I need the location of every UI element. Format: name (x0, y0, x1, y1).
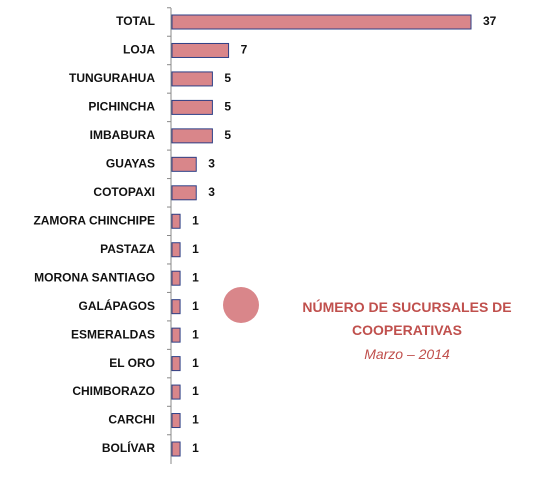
y-tick-label: ZAMORA CHINCHIPE (33, 213, 155, 227)
data-label: 1 (192, 327, 199, 341)
data-label: 3 (208, 157, 215, 171)
y-tick-label: IMBABURA (90, 128, 156, 142)
y-tick-label: TUNGURAHUA (69, 71, 155, 85)
bar (171, 356, 181, 372)
bar (171, 185, 197, 201)
data-label: 1 (192, 441, 199, 455)
data-label: 1 (192, 213, 199, 227)
data-label: 7 (241, 43, 248, 57)
data-label: 1 (192, 242, 199, 256)
bar (171, 441, 181, 457)
y-tick-label: EL ORO (109, 356, 155, 370)
chart-title: NÚMERO DE SUCURSALES DE COOPERATIVAS (302, 299, 512, 338)
data-label: 5 (224, 100, 231, 114)
data-label: 1 (192, 299, 199, 313)
y-tick-label: MORONA SANTIAGO (34, 270, 155, 284)
y-tick-label: GUAYAS (106, 157, 155, 171)
bar (171, 156, 197, 172)
bar (171, 384, 181, 400)
bar (171, 299, 181, 315)
data-label: 37 (483, 14, 497, 28)
data-label: 1 (192, 384, 199, 398)
y-tick-label: BOLÍVAR (102, 440, 155, 455)
bar (171, 14, 472, 30)
bar (171, 242, 181, 258)
y-tick-label: CHIMBORAZO (72, 384, 155, 398)
bar (171, 413, 181, 429)
data-label: 1 (192, 356, 199, 370)
bar (171, 99, 213, 115)
y-tick-label: GALÁPAGOS (79, 298, 155, 313)
y-tick-label: ESMERALDAS (71, 327, 155, 341)
y-tick-label: PASTAZA (100, 242, 155, 256)
y-tick-label: COTOPAXI (93, 185, 155, 199)
bar (171, 213, 181, 229)
data-label: 1 (192, 413, 199, 427)
data-label: 5 (224, 71, 231, 85)
bar (171, 71, 213, 87)
data-label: 3 (208, 185, 215, 199)
y-tick-label: PICHINCHA (88, 100, 155, 114)
annotation: NÚMERO DE SUCURSALES DE COOPERATIVAS Mar… (272, 296, 533, 366)
bar (171, 327, 181, 343)
data-label: 5 (224, 128, 231, 142)
bar (171, 270, 181, 286)
y-tick-label: LOJA (123, 43, 155, 57)
y-tick-label: TOTAL (116, 14, 155, 28)
bar (171, 128, 213, 144)
y-tick-label: CARCHI (108, 413, 155, 427)
legend-marker (223, 287, 259, 323)
bar (171, 42, 230, 58)
chart-subtitle: Marzo – 2014 (364, 346, 450, 362)
data-label: 1 (192, 270, 199, 284)
